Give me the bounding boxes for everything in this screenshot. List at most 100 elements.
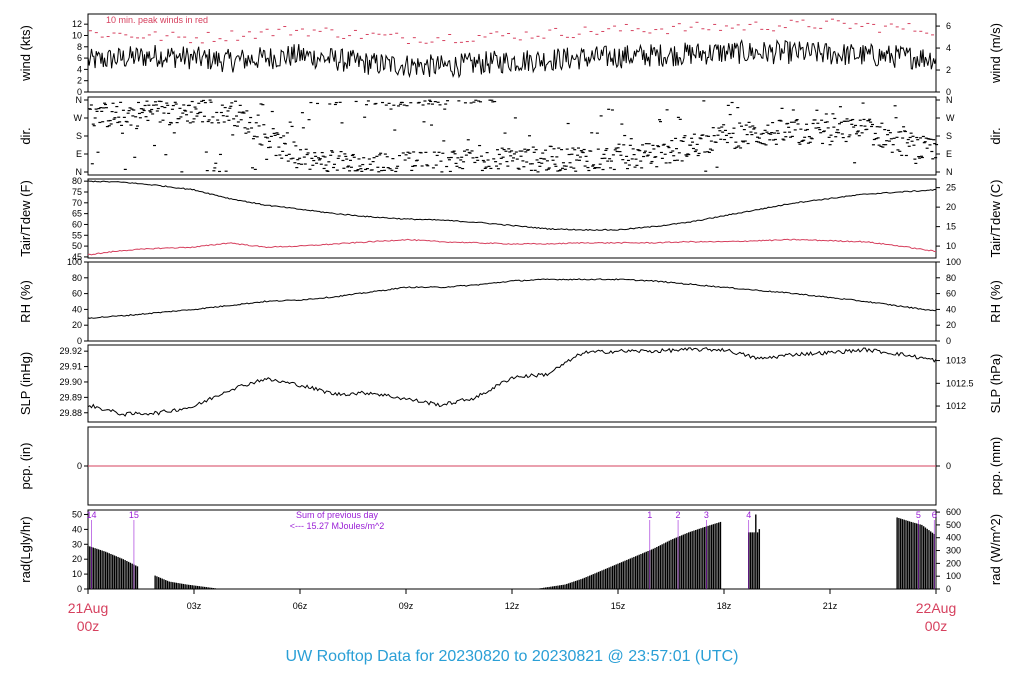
radiation-panel-ytick-left-label: 40 [72,524,82,534]
humidity-panel-ytick-left-label: 40 [72,304,82,314]
direction-panel-ytick-right-label: S [946,131,952,141]
direction-panel-ytick-left-label: N [76,167,83,177]
temperature-panel-ytick-right-label: 15 [946,222,956,232]
wind-panel-ytick-left-label: 2 [77,76,82,86]
wind-panel-ytick-left-label: 8 [77,42,82,52]
x-axis-hour-label: 15z [611,601,626,611]
wind-panel-ytick-left-label: 6 [77,53,82,63]
radiation-panel-hour-marker-label: 3 [704,510,709,520]
radiation-panel-annotation-line1: Sum of previous day [296,510,379,520]
radiation-panel-ylabel-right: rad (W/m^2) [988,514,1003,585]
temperature-panel-ytick-left-label: 60 [72,219,82,229]
x-axis-hour-label: 21z [823,601,838,611]
temperature-panel-ytick-left-label: 50 [72,241,82,251]
radiation-panel-ytick-right-label: 300 [946,546,961,556]
humidity-panel-ytick-left-label: 80 [72,273,82,283]
radiation-panel-hour-marker-label: 15 [129,510,139,520]
wind-panel-ytick-left-label: 4 [77,64,82,74]
humidity-panel-ytick-left-label: 20 [72,320,82,330]
direction-panel-ytick-right-label: N [946,95,953,105]
pressure-panel-ytick-right-label: 1013 [946,356,966,366]
wind-panel-ytick-right-label: 2 [946,65,951,75]
humidity-panel-ytick-right-label: 100 [946,257,961,267]
humidity-panel-ylabel-right: RH (%) [988,280,1003,323]
x-axis-end-time: 00z [925,618,948,634]
direction-panel-ytick-right-label: N [946,167,953,177]
radiation-panel-ytick-right-label: 400 [946,533,961,543]
precip-panel-ytick-left-label: 0 [77,461,82,471]
direction-panel-ytick-right-label: W [946,113,955,123]
pressure-panel-ytick-left-label: 29.89 [59,392,82,402]
temperature-panel-ytick-left-label: 70 [72,198,82,208]
radiation-panel-hour-marker-label: 5 [916,510,921,520]
pressure-panel-ytick-left-label: 29.88 [59,408,82,418]
humidity-panel-ytick-right-label: 0 [946,336,951,346]
humidity-panel-ytick-left-label: 60 [72,289,82,299]
humidity-panel-ytick-left-label: 100 [67,257,82,267]
pressure-panel-ytick-right-label: 1012.5 [946,378,974,388]
temperature-panel-frame [87,178,937,259]
humidity-panel-rh-line [87,278,936,319]
direction-panel-ytick-right-label: E [946,149,952,159]
radiation-panel-ylabel-left: rad(Lgly/hr) [18,516,33,582]
x-axis-hour-label: 09z [399,601,414,611]
x-axis-end-date: 22Aug [916,600,956,616]
radiation-panel-ytick-left-label: 0 [77,584,82,594]
temperature-panel-ytick-left-label: 80 [72,176,82,186]
direction-panel-ylabel-right: dir. [988,127,1003,144]
humidity-panel-ylabel-left: RH (%) [18,280,33,323]
temperature-panel-dewpoint-line [87,238,937,256]
temperature-panel-ylabel-right: Tair/Tdew (C) [988,179,1003,257]
direction-panel-ytick-left-label: N [76,95,83,105]
temperature-panel-ylabel-left: Tair/Tdew (F) [18,180,33,257]
precip-panel-ylabel-left: pcp. (in) [18,443,33,490]
temperature-panel-ytick-right-label: 20 [946,202,956,212]
temperature-panel-ytick-left-label: 45 [72,252,82,262]
radiation-panel-ytick-left-label: 50 [72,509,82,519]
wind-panel-frame [87,13,937,93]
temperature-panel-ytick-right-label: 25 [946,183,956,193]
temperature-panel-ytick-left-label: 75 [72,187,82,197]
humidity-panel-ytick-left-label: 0 [77,336,82,346]
radiation-panel-hour-marker-label: 6 [932,510,937,520]
precip-panel-ylabel-right: pcp. (mm) [988,437,1003,496]
precip-panel-ytick-right-label: 0 [946,461,951,471]
pressure-panel-ytick-left-label: 29.90 [59,377,82,387]
humidity-panel-ytick-right-label: 80 [946,273,956,283]
radiation-panel-ytick-right-label: 100 [946,571,961,581]
temperature-panel-air-temperature-line [87,180,937,231]
pressure-panel-slp-line [87,347,937,417]
pressure-panel-frame [87,344,937,423]
wind-panel-ytick-right-label: 0 [946,87,951,97]
radiation-panel-ytick-left-label: 30 [72,539,82,549]
direction-panel-ytick-left-label: E [76,149,82,159]
wind-panel-ytick-left-label: 0 [77,87,82,97]
temperature-panel-ytick-left-label: 65 [72,209,82,219]
radiation-panel-frame [87,509,937,590]
temperature-panel-ytick-right-label: 10 [946,241,956,251]
radiation-panel-annotation-line2: <--- 15.27 MJoules/m^2 [290,521,385,531]
radiation-panel-hour-marker-label: 2 [676,510,681,520]
radiation-panel-hour-marker-label: 4 [746,510,751,520]
x-axis-hour-label: 18z [717,601,732,611]
pressure-panel-ylabel-right: SLP (hPa) [988,354,1003,414]
wind-panel-wind-speed-line [87,38,937,79]
humidity-panel-ytick-right-label: 60 [946,289,956,299]
humidity-panel-frame [87,261,937,342]
radiation-panel-ytick-right-label: 500 [946,520,961,530]
wind-panel-annotation: 10 min. peak winds in red [106,15,208,25]
x-axis-hour-label: 06z [293,601,308,611]
radiation-panel-hour-marker-label: 14 [87,510,97,520]
wind-panel-peak-winds [88,18,935,45]
humidity-panel-ytick-right-label: 40 [946,304,956,314]
wind-panel-ytick-left-label: 10 [72,30,82,40]
radiation-panel-ytick-right-label: 600 [946,507,961,517]
radiation-panel-ytick-right-label: 0 [946,584,951,594]
direction-panel-ytick-left-label: S [76,131,82,141]
x-axis-hour-label: 03z [187,601,202,611]
wind-panel-ylabel-left: wind (kts) [18,25,33,82]
pressure-panel-ytick-left-label: 29.92 [59,346,82,356]
wind-panel-ylabel-right: wind (m/s) [988,23,1003,84]
